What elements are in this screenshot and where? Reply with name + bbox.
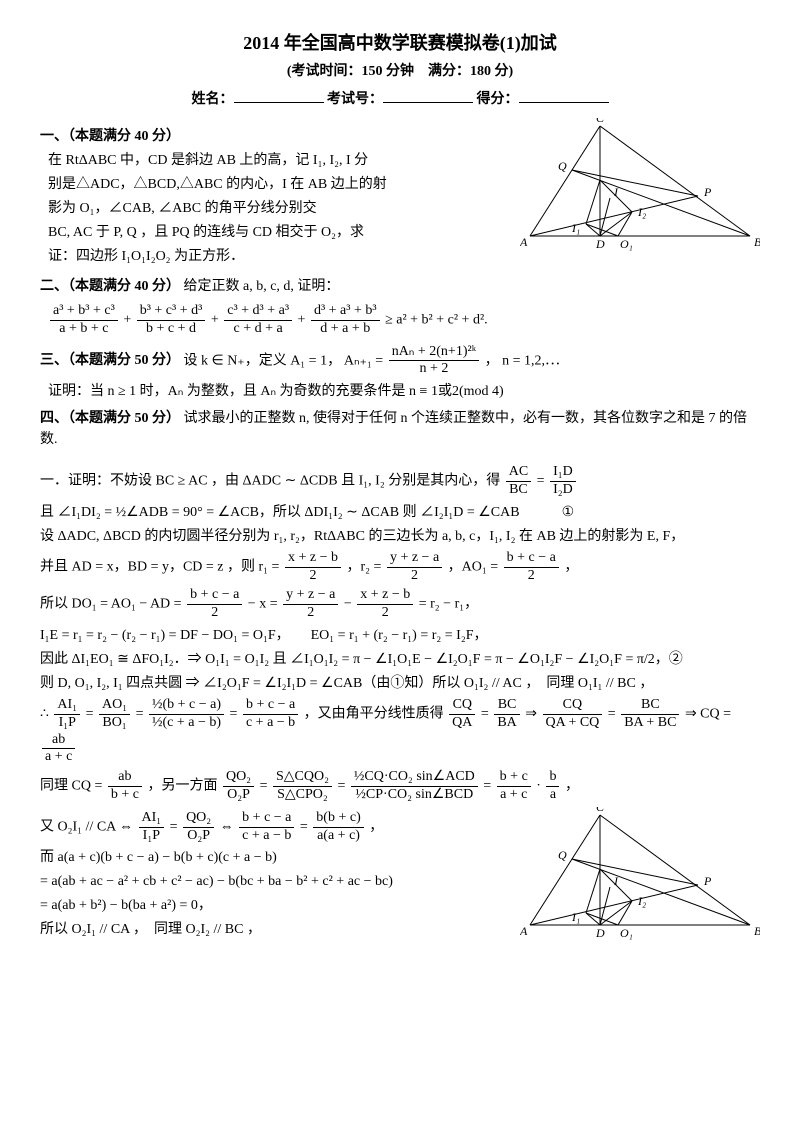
svg-text:I₂: I₂ [637, 894, 646, 908]
q1-l2: 别是△ADC，△BCD,△ABC 的内心，I 在 AB 边上的射 [40, 174, 514, 195]
svg-text:C: C [596, 118, 605, 125]
q1-figure: ABCDO₁I₁I₂IPQ [520, 118, 760, 253]
q3-line1b: ， n = 1,2,⋯ [485, 353, 560, 368]
svg-text:I₁: I₁ [571, 221, 580, 235]
q3-rec-lhs: Aₙ₊₁ = [344, 353, 387, 368]
svg-text:Q: Q [558, 848, 567, 862]
sol-p5: 所以 DO₁ = AO₁ − AD = b + c − a2 − x = y +… [40, 587, 760, 622]
page-title: 2014 年全国高中数学联赛模拟卷(1)加试 [40, 30, 760, 57]
q3-rec-frac: nAₙ + 2(n+1)²ᵏ n + 2 [389, 344, 479, 379]
q2-ineq: a³ + b³ + c³a + b + c + b³ + c³ + d³b + … [40, 303, 760, 338]
q3-head: 三、（本题满分 50 分） [40, 353, 180, 368]
sol-p9: ∴ AI₁I₁P = AO₁BO₁ = ½(b + c − a)½(c + a … [40, 697, 760, 766]
name-label: 姓名： [192, 92, 234, 107]
svg-text:O₁: O₁ [620, 926, 633, 940]
svg-text:B: B [754, 924, 760, 938]
sol-p13: = a(ab + ac − a² + cb + c² − ac) − b(bc … [40, 871, 514, 892]
sol-p15: 所以 O₂I₁ // CA ， 同理 O₂I₂ // BC ， [40, 919, 514, 940]
q2-ineq-right: ≥ a² + b² + c² + d². [385, 313, 488, 328]
q1-l1: 在 RtΔABC 中，CD 是斜边 AB 上的高，记 I₁, I₂, I 分 [40, 150, 514, 171]
svg-text:D: D [595, 237, 605, 251]
score-blank [519, 88, 609, 103]
q1-l5: 证：四边形 I₁O₁I₂O₂ 为正方形． [40, 246, 514, 267]
sol-p1: 一．证明：不妨设 BC ≥ AC ，由 ΔADC ∼ ΔCDB 且 I₁, I₂… [40, 464, 760, 499]
svg-text:P: P [703, 185, 712, 199]
svg-text:B: B [754, 235, 760, 249]
sol-p6: I₁E = r₁ = r₂ − (r₂ − r₁) = DF − DO₁ = O… [40, 625, 760, 646]
q1-l4: BC, AC 于 P, Q ，且 PQ 的连线与 CD 相交于 O₂，求 [40, 222, 514, 243]
q1-head: 一、（本题满分 40 分） [40, 126, 514, 147]
q2-tail: 给定正数 a, b, c, d, 证明： [184, 279, 340, 294]
q3-line1a: 设 k ∈ N₊，定义 A₁ = 1， [184, 353, 342, 368]
sol-p3: 设 ΔADC, ΔBCD 的内切圆半径分别为 r₁, r₂，RtΔABC 的三边… [40, 526, 760, 547]
q3-line2: 证明：当 n ≥ 1 时，Aₙ 为整数，且 Aₙ 为奇数的充要条件是 n ≡ 1… [40, 381, 760, 402]
sol-p2: 且 ∠I₁DI₂ = ½∠ADB = 90° = ∠ACB，所以 ΔDI₁I₂ … [40, 502, 760, 523]
exam-blank [383, 88, 473, 103]
svg-text:P: P [703, 874, 712, 888]
sol-p8: 则 D, O₁, I₂, I₁ 四点共圆 ⇒ ∠I₂O₁F = ∠I₂I₁D =… [40, 673, 760, 694]
q2-head: 二、（本题满分 40 分） [40, 279, 180, 294]
sol-p7: 因此 ΔI₁EO₁ ≅ ΔFO₁I₂．⇒ O₁I₁ = O₁I₂ 且 ∠I₁O₁… [40, 649, 760, 670]
sol-p11: 又 O₂I₁ // CA ⇔ AI₁I₁P = QO₂O₂P ⇔ b + c −… [40, 810, 514, 845]
svg-text:Q: Q [558, 159, 567, 173]
q4-head: 四、（本题满分 50 分） [40, 411, 180, 426]
name-blank [234, 88, 324, 103]
sol-p12: 而 a(a + c)(b + c − a) − b(b + c)(c + a −… [40, 847, 514, 868]
svg-text:A: A [520, 235, 528, 249]
exam-label: 考试号： [327, 92, 383, 107]
svg-text:A: A [520, 924, 528, 938]
svg-text:I₂: I₂ [637, 205, 646, 219]
svg-text:D: D [595, 926, 605, 940]
subtitle: (考试时间：150 分钟 满分：180 分) [40, 61, 760, 82]
q1-l3: 影为 O₁，∠CAB, ∠ABC 的角平分线分别交 [40, 198, 514, 219]
score-label: 得分： [477, 92, 519, 107]
nameline: 姓名： 考试号： 得分： [40, 88, 760, 110]
svg-text:C: C [596, 807, 605, 814]
sol-figure: ABCDO₁I₁I₂IPQ [520, 807, 760, 942]
sol-p4: 并且 AD = x，BD = y，CD = z ，则 r₁ = x + z − … [40, 550, 760, 585]
sol-p10: 同理 CQ = abb + c ，另一方面 QO₂O₂P = S△CQO₂S△C… [40, 769, 760, 804]
svg-text:O₁: O₁ [620, 237, 633, 251]
sol-p14: = a(ab + b²) − b(ba + a²) = 0， [40, 895, 514, 916]
svg-text:I₁: I₁ [571, 910, 580, 924]
